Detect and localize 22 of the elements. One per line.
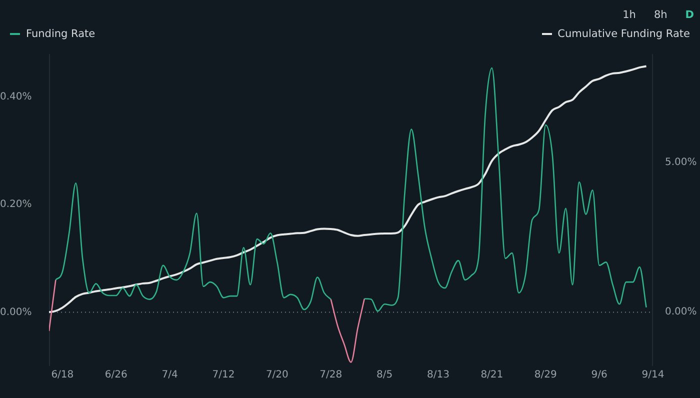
x-tick-label: 8/29 <box>534 370 557 381</box>
x-tick-label: 7/20 <box>266 370 288 381</box>
text: D <box>685 9 694 21</box>
y-tick-label: 0.00% <box>0 306 32 318</box>
x-tick-label: 7/12 <box>212 370 235 381</box>
x-tick-label: 6/18 <box>51 370 74 381</box>
y-tick-label: 0.20% <box>0 199 32 210</box>
x-tick-label: 6/26 <box>104 370 128 381</box>
legend-label: Cumulative Funding Rate <box>558 28 690 40</box>
x-tick-label: 8/21 <box>480 370 504 381</box>
text: 1h <box>622 9 636 21</box>
legend-label: Funding Rate <box>26 28 96 40</box>
y2-tick-label: 0.00% <box>665 306 697 318</box>
x-tick-label: 7/4 <box>162 370 178 381</box>
x-tick-label: 9/6 <box>591 370 608 381</box>
text: 8h <box>654 9 668 21</box>
y2-tick-label: 5.00% <box>665 157 697 168</box>
y-tick-label: 0.40% <box>0 92 32 103</box>
x-tick-label: 8/5 <box>376 370 393 381</box>
x-tick-label: 7/28 <box>320 370 342 381</box>
x-tick-label: 9/14 <box>642 370 664 381</box>
x-tick-label: 8/13 <box>427 370 450 381</box>
